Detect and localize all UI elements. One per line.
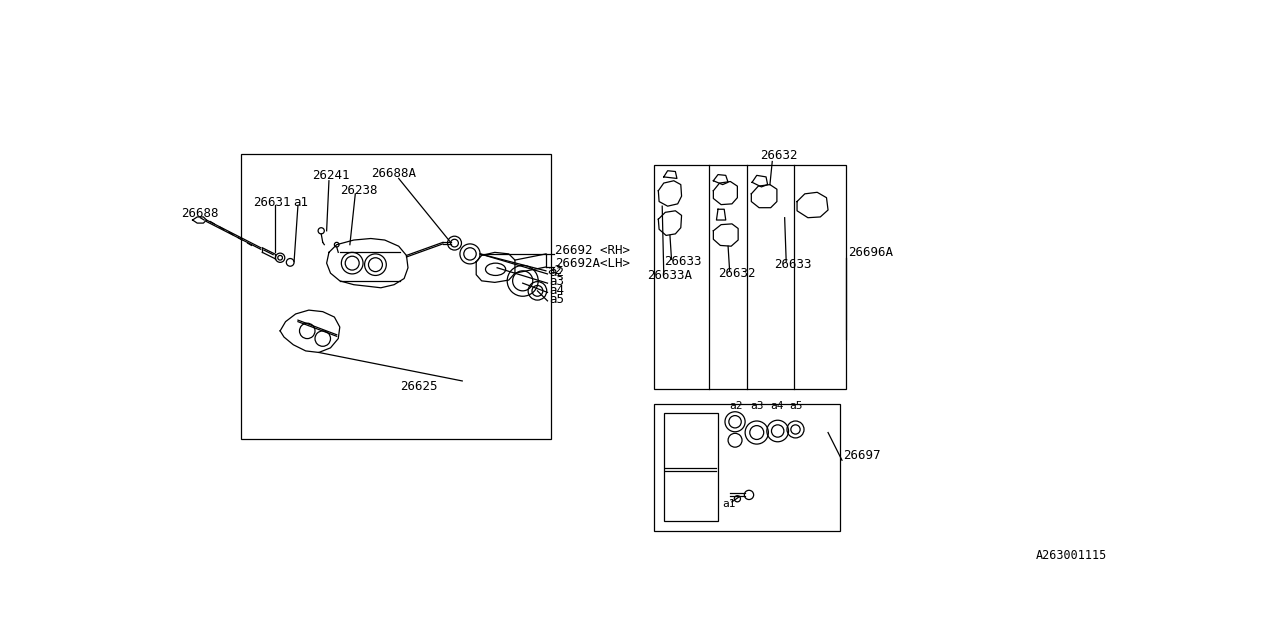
Bar xyxy=(654,165,846,388)
Text: 26688A: 26688A xyxy=(371,166,416,180)
Bar xyxy=(654,404,841,531)
Text: a2: a2 xyxy=(549,266,564,279)
Text: 26688: 26688 xyxy=(180,207,219,220)
Text: 26697: 26697 xyxy=(844,449,881,462)
Text: 26633: 26633 xyxy=(664,255,701,268)
Text: 26633A: 26633A xyxy=(646,269,691,282)
Text: 26692A<LH>: 26692A<LH> xyxy=(556,257,630,269)
Text: 26241: 26241 xyxy=(312,169,349,182)
Text: a5: a5 xyxy=(790,401,803,412)
Text: a1: a1 xyxy=(293,196,308,209)
Bar xyxy=(664,413,718,521)
Text: a3: a3 xyxy=(750,401,764,412)
Text: a1: a1 xyxy=(723,499,736,509)
Text: a5: a5 xyxy=(549,293,564,306)
Text: 26625: 26625 xyxy=(401,380,438,393)
Text: 26692 <RH>: 26692 <RH> xyxy=(556,244,630,257)
Text: a4: a4 xyxy=(771,401,785,412)
Text: 26696A: 26696A xyxy=(849,246,893,259)
Text: 26631: 26631 xyxy=(253,196,291,209)
Text: 26238: 26238 xyxy=(340,184,378,197)
Bar xyxy=(242,154,552,438)
Text: a2: a2 xyxy=(730,401,744,412)
Text: A263001115: A263001115 xyxy=(1036,549,1107,563)
Text: 26632: 26632 xyxy=(718,268,755,280)
Text: a3: a3 xyxy=(549,275,564,288)
Text: a2: a2 xyxy=(548,264,562,277)
Text: 26632: 26632 xyxy=(760,149,797,162)
Text: a4: a4 xyxy=(549,284,564,298)
Text: 26633: 26633 xyxy=(774,258,812,271)
